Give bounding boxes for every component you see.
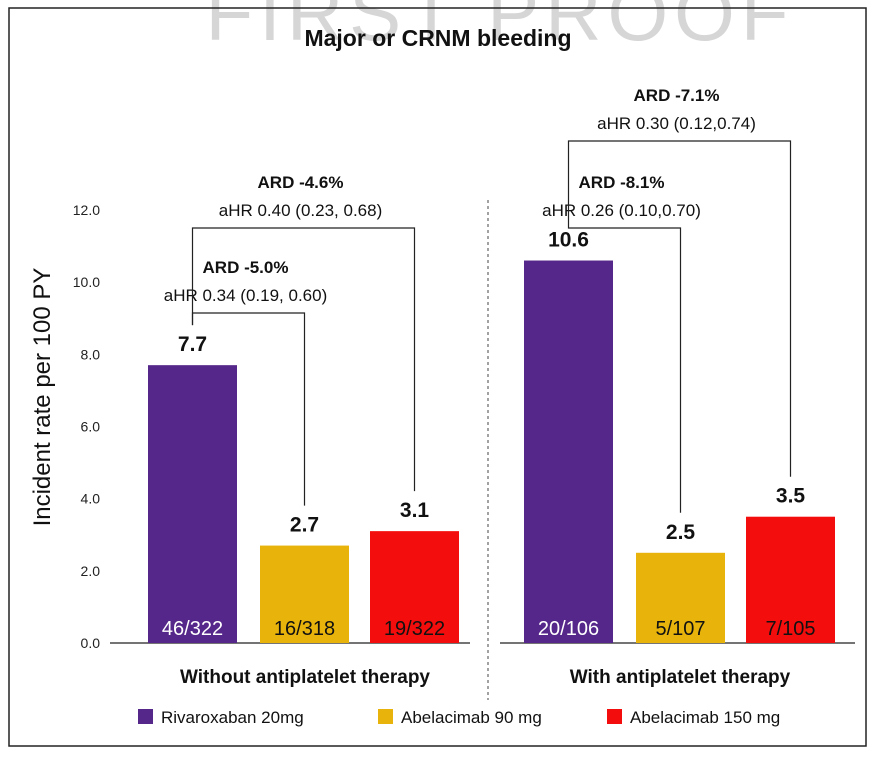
plot-area: 0.0 2.0 4.0 6.0 8.0 10.0 12.0 7.7 46/322 2.7 16/31… (73, 86, 855, 727)
group-label: With antiplatelet therapy (570, 667, 791, 688)
bar-value-label: 3.1 (400, 499, 430, 522)
y-tick-label: 4.0 (81, 491, 101, 507)
bar-count-label: 7/105 (765, 618, 815, 640)
y-tick-label: 0.0 (81, 635, 101, 651)
chart-title: Major or CRNM bleeding (304, 25, 571, 51)
comparison-ard-label: ARD -8.1% (579, 173, 665, 192)
comparison-ard-label: ARD -7.1% (634, 86, 720, 105)
legend-swatch (378, 709, 393, 724)
bar (636, 552, 725, 643)
bar-count-label: 19/322 (384, 618, 445, 640)
y-tick-label: 2.0 (81, 563, 101, 579)
comparison-ard-label: ARD -5.0% (203, 258, 289, 277)
comparison-ard-label: ARD -4.6% (258, 173, 344, 192)
comparison-bracket (567, 220, 682, 513)
bar-value-label: 7.7 (178, 333, 207, 356)
legend-swatch (138, 709, 153, 724)
y-axis-label: Incident rate per 100 PY (29, 268, 56, 527)
legend-swatch (607, 709, 622, 724)
comparison-ahr-label: aHR 0.40 (0.23, 0.68) (219, 201, 382, 220)
legend-label: Abelacimab 90 mg (401, 708, 542, 727)
bar-count-label: 16/318 (274, 618, 335, 640)
bar (260, 545, 349, 643)
y-tick-label: 6.0 (81, 419, 101, 435)
watermark: FIRST PROOF (206, 0, 795, 57)
comparison-ahr-label: aHR 0.34 (0.19, 0.60) (164, 286, 327, 305)
bar-count-label: 46/322 (162, 618, 223, 640)
comparison-ahr-label: aHR 0.26 (0.10,0.70) (542, 201, 701, 220)
comparison-bracket (191, 227, 416, 492)
bar (370, 531, 459, 643)
bar-value-label: 10.6 (548, 229, 589, 252)
group-label: Without antiplatelet therapy (180, 667, 430, 688)
y-tick-label: 10.0 (73, 274, 100, 290)
legend-label: Rivaroxaban 20mg (161, 708, 304, 727)
comparison-ahr-label: aHR 0.30 (0.12,0.74) (597, 114, 756, 133)
bar (746, 516, 835, 643)
comparison-bracket (567, 140, 792, 477)
y-tick-label: 12.0 (73, 202, 100, 218)
bar-count-label: 20/106 (538, 618, 599, 640)
bar (524, 260, 613, 643)
bar-value-label: 2.5 (666, 521, 696, 544)
y-tick-label: 8.0 (81, 346, 101, 362)
chart-border (8, 7, 867, 747)
bar-count-label: 5/107 (655, 618, 705, 640)
bar-value-label: 3.5 (776, 485, 806, 508)
bar (148, 365, 237, 643)
legend-label: Abelacimab 150 mg (630, 708, 780, 727)
bar-value-label: 2.7 (290, 514, 319, 537)
